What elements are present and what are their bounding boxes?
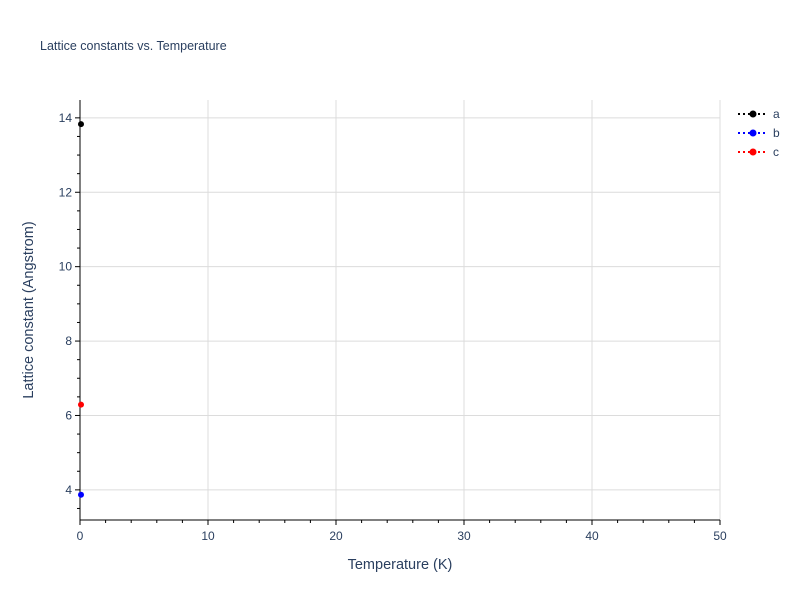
x-tick-label: 50 xyxy=(713,529,727,543)
x-tick-label: 20 xyxy=(329,529,343,543)
legend-label-b: b xyxy=(773,126,780,140)
legend-item-c[interactable]: c xyxy=(738,145,779,159)
y-axis-label: Lattice constant (Angstrom) xyxy=(21,221,37,398)
legend-label-a: a xyxy=(773,107,780,121)
x-tick-label: 0 xyxy=(77,529,84,543)
grid xyxy=(80,100,721,520)
legend-marker-a xyxy=(749,110,757,118)
data-point-c xyxy=(78,401,84,408)
data-points xyxy=(78,121,84,498)
y-tick-label: 12 xyxy=(59,185,73,199)
legend-marker-c xyxy=(749,148,757,156)
legend[interactable]: abc xyxy=(738,107,780,159)
y-tick-label: 6 xyxy=(65,408,72,422)
x-tick-label: 30 xyxy=(457,529,471,543)
axes: 0 10 20 30 40 50 4 6 8 10 12 14 xyxy=(59,100,727,543)
y-tick-label: 4 xyxy=(65,483,72,497)
x-tick-label: 10 xyxy=(201,529,215,543)
y-tick-label: 8 xyxy=(65,334,72,348)
chart-title: Lattice constants vs. Temperature xyxy=(40,39,227,53)
x-tick-label: 40 xyxy=(585,529,599,543)
y-tick-label: 10 xyxy=(59,260,73,274)
legend-marker-b xyxy=(749,129,757,137)
legend-item-b[interactable]: b xyxy=(738,126,780,140)
y-tick-label: 14 xyxy=(59,111,73,125)
data-point-a xyxy=(78,121,84,128)
legend-label-c: c xyxy=(773,145,779,159)
legend-item-a[interactable]: a xyxy=(738,107,780,121)
data-point-b xyxy=(78,491,84,498)
x-axis-label: Temperature (K) xyxy=(348,557,453,573)
